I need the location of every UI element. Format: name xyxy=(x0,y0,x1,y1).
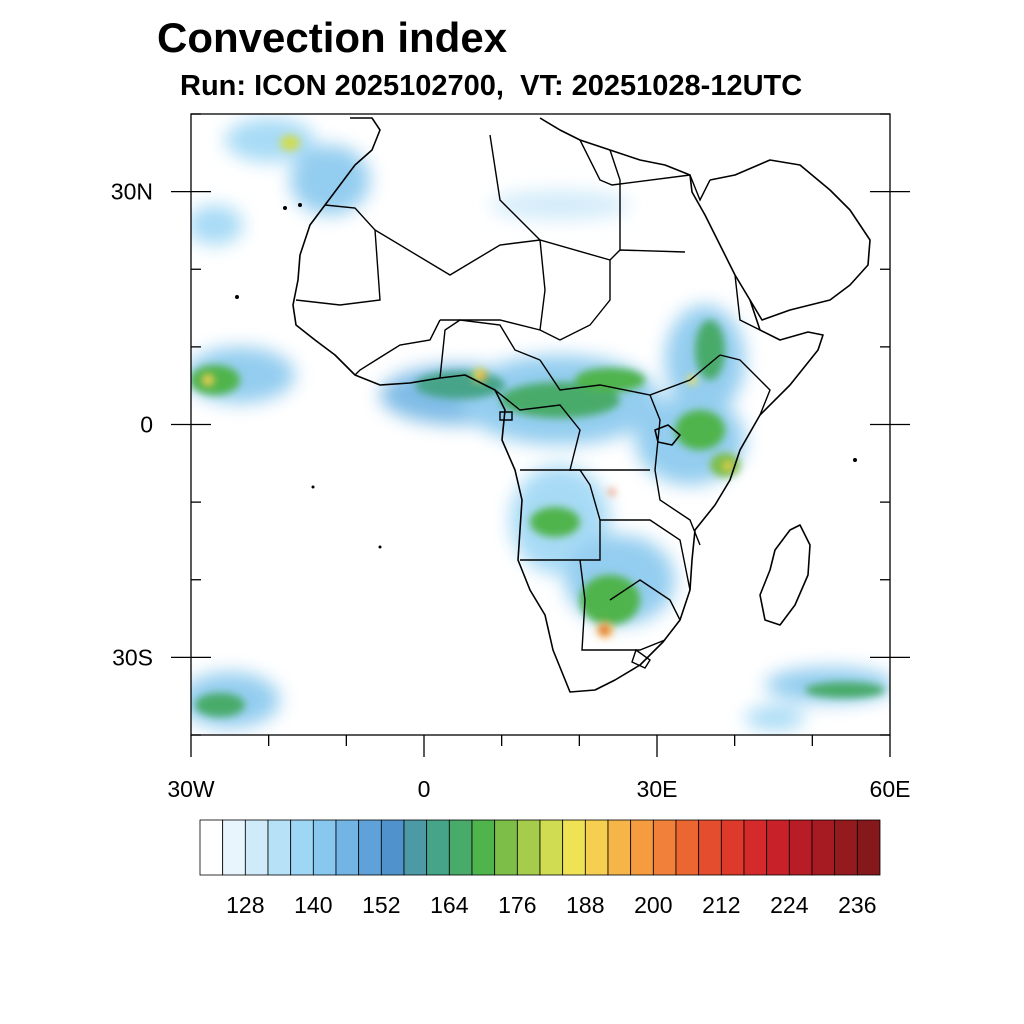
convection-core-field xyxy=(191,135,885,717)
colorbar-swatch xyxy=(494,819,518,876)
colorbar-swatch xyxy=(720,819,745,876)
colorbar-swatch xyxy=(652,819,677,876)
colorbar-label: 212 xyxy=(702,892,740,918)
lat-tick-label: 30S xyxy=(112,644,153,670)
colorbar-swatch xyxy=(766,819,790,876)
colorbar-labels: 128 140 152 164 176 188 200 212 224 236 xyxy=(226,892,876,918)
colorbar-label: 140 xyxy=(294,892,332,918)
colorbar-swatch xyxy=(403,819,428,876)
colorbar-swatch xyxy=(607,819,632,876)
longitude-axis: 30W 0 30E 60E xyxy=(167,735,911,802)
colorbar-swatch xyxy=(856,819,881,876)
colorbar-swatch xyxy=(743,819,768,876)
chart-subtitle: Run: ICON 2025102700, VT: 20251028-12UTC xyxy=(180,70,803,102)
colorbar-label: 236 xyxy=(838,892,876,918)
convection-hotspots xyxy=(202,368,733,638)
lon-tick-label: 30W xyxy=(167,776,215,802)
lon-tick-label: 30E xyxy=(637,776,678,802)
colorbar-label: 224 xyxy=(770,892,809,918)
colorbar-swatch xyxy=(562,819,586,876)
colorbar-swatch xyxy=(539,819,564,876)
colorbar-swatch xyxy=(199,819,224,876)
colorbar-swatch xyxy=(244,819,269,876)
islands xyxy=(235,203,857,549)
convection-field xyxy=(191,118,890,730)
lon-tick-label: 0 xyxy=(418,776,431,802)
colorbar xyxy=(199,819,881,876)
colorbar-swatch xyxy=(471,819,496,876)
colorbar-swatch xyxy=(698,819,722,876)
colorbar-swatch xyxy=(358,819,382,876)
colorbar-label: 200 xyxy=(634,892,672,918)
colorbar-swatch xyxy=(630,819,654,876)
colorbar-swatch xyxy=(312,819,337,876)
colorbar-swatch xyxy=(584,819,609,876)
lon-tick-label: 60E xyxy=(870,776,911,802)
colorbar-swatch xyxy=(335,819,360,876)
colorbar-swatch xyxy=(834,819,858,876)
colorbar-swatch xyxy=(811,819,836,876)
lat-tick-label: 30N xyxy=(111,179,153,205)
colorbar-label: 164 xyxy=(430,892,469,918)
colorbar-label: 152 xyxy=(362,892,400,918)
colorbar-swatch xyxy=(290,819,314,876)
chart-title: Convection index xyxy=(157,14,508,61)
lat-tick-label: 0 xyxy=(140,412,153,438)
latitude-axis: 30N 0 30S xyxy=(111,113,910,736)
colorbar-label: 176 xyxy=(498,892,536,918)
colorbar-swatch xyxy=(516,819,541,876)
colorbar-swatch xyxy=(380,819,405,876)
colorbar-swatch xyxy=(788,819,813,876)
colorbar-swatch xyxy=(222,819,246,876)
colorbar-label: 188 xyxy=(566,892,604,918)
colorbar-swatch xyxy=(675,819,700,876)
colorbar-swatch xyxy=(448,819,473,876)
colorbar-swatch xyxy=(426,819,450,876)
colorbar-label: 128 xyxy=(226,892,264,918)
colorbar-swatch xyxy=(267,819,292,876)
country-borders xyxy=(295,134,771,669)
